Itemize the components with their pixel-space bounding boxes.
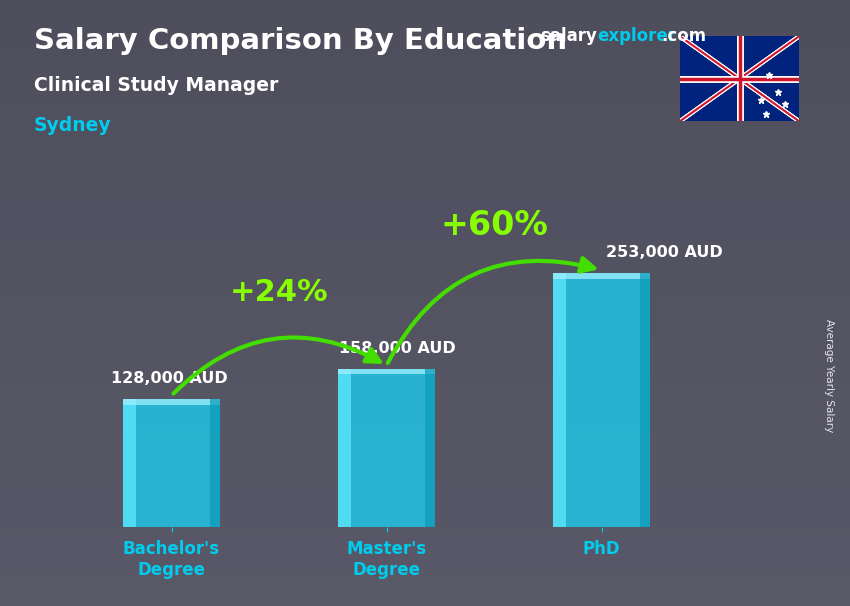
- Text: Average Yearly Salary: Average Yearly Salary: [824, 319, 834, 432]
- Bar: [338, 368, 351, 527]
- Bar: [123, 399, 220, 405]
- Text: 253,000 AUD: 253,000 AUD: [606, 245, 722, 261]
- Text: salary: salary: [540, 27, 597, 45]
- Bar: [338, 368, 435, 527]
- Bar: [123, 399, 220, 527]
- Bar: [210, 399, 220, 527]
- Text: Sydney: Sydney: [34, 116, 111, 135]
- Bar: [425, 368, 435, 527]
- Text: 158,000 AUD: 158,000 AUD: [339, 341, 456, 356]
- Text: .com: .com: [661, 27, 706, 45]
- Text: +24%: +24%: [230, 278, 328, 307]
- Bar: [553, 273, 650, 527]
- Bar: [338, 368, 435, 375]
- Text: Salary Comparison By Education: Salary Comparison By Education: [34, 27, 567, 55]
- Text: +60%: +60%: [440, 209, 548, 242]
- Bar: [553, 273, 650, 279]
- Text: Clinical Study Manager: Clinical Study Manager: [34, 76, 278, 95]
- Bar: [123, 399, 136, 527]
- Text: explorer: explorer: [598, 27, 677, 45]
- Text: 128,000 AUD: 128,000 AUD: [111, 371, 228, 386]
- Bar: [640, 273, 650, 527]
- Bar: [553, 273, 566, 527]
